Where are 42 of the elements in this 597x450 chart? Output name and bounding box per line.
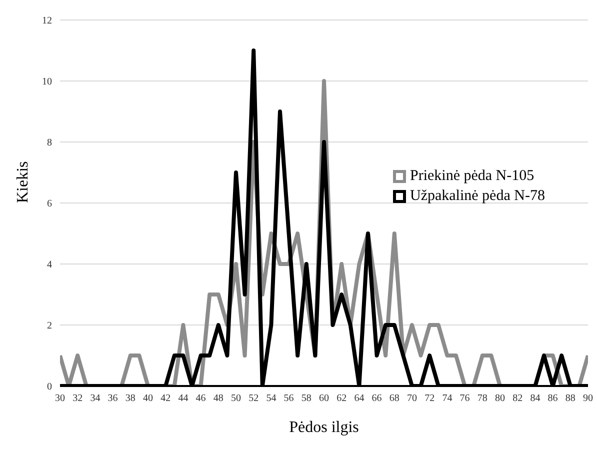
y-tick-label: 12 <box>42 16 52 27</box>
x-tick-label: 72 <box>424 393 435 404</box>
x-tick-label: 78 <box>477 393 488 404</box>
x-tick-label: 86 <box>548 393 558 404</box>
x-tick-label: 54 <box>266 393 276 404</box>
x-tick-label: 68 <box>389 393 400 404</box>
x-axis-title: Pėdos ilgis <box>289 419 359 436</box>
x-tick-label: 62 <box>336 393 347 404</box>
x-tick-label: 38 <box>125 393 136 404</box>
x-tick-label: 44 <box>178 393 188 404</box>
y-tick-label: 4 <box>47 260 52 271</box>
y-tick-label: 10 <box>42 76 52 88</box>
x-tick-label: 76 <box>460 393 470 404</box>
y-tick-label: 0 <box>47 382 52 393</box>
legend-label: Priekinė pėda N-105 <box>410 167 534 186</box>
x-tick-label: 34 <box>90 393 100 404</box>
x-tick-label: 40 <box>143 393 153 404</box>
x-tick-label: 46 <box>196 393 206 404</box>
x-tick-label: 52 <box>248 393 259 404</box>
x-tick-label: 82 <box>512 393 523 404</box>
x-tick-label: 42 <box>160 393 171 404</box>
y-tick-label: 6 <box>47 198 52 210</box>
y-tick-label: 8 <box>47 138 52 149</box>
x-tick-label: 84 <box>530 393 540 404</box>
y-tick-label: 2 <box>47 320 52 332</box>
x-tick-label: 74 <box>442 393 452 404</box>
x-tick-label: 66 <box>372 393 382 404</box>
x-tick-label: 80 <box>495 393 505 404</box>
x-tick-label: 60 <box>319 393 329 404</box>
x-tick-label: 56 <box>284 393 294 404</box>
y-axis-title: Kiekis <box>14 161 32 203</box>
x-tick-label: 32 <box>72 393 83 404</box>
legend-label: Užpakalinė pėda N-78 <box>410 187 545 206</box>
x-tick-label: 30 <box>55 393 65 404</box>
x-tick-label: 48 <box>213 393 224 404</box>
x-tick-label: 64 <box>354 393 364 404</box>
x-tick-label: 36 <box>108 393 118 404</box>
x-tick-label: 58 <box>301 393 312 404</box>
x-tick-label: 70 <box>407 393 417 404</box>
x-tick-label: 50 <box>231 393 241 404</box>
x-tick-label: 90 <box>583 393 593 404</box>
x-tick-label: 88 <box>565 393 576 404</box>
